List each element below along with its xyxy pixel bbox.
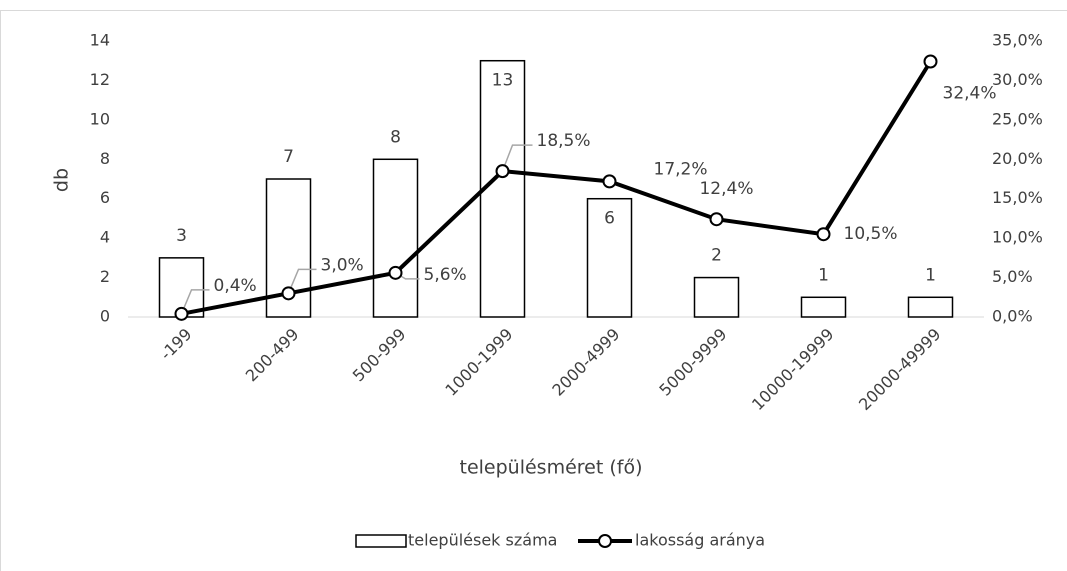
bar-value-label: 6 — [604, 209, 615, 229]
bar-value-label: 13 — [492, 71, 514, 91]
y-tick-label: 6 — [100, 188, 110, 207]
x-tick-label: 1000-1999 — [441, 325, 516, 400]
legend-marker — [598, 534, 612, 548]
x-tick-label: 500-999 — [349, 325, 410, 386]
line-value-label: 0,4% — [214, 276, 257, 296]
bar-value-label: 3 — [176, 226, 187, 246]
bar — [586, 197, 633, 318]
line-value-label: 5,6% — [424, 265, 467, 285]
bar — [907, 296, 954, 318]
y2-tick-label: 30,0% — [992, 70, 1043, 89]
bar-value-label: 7 — [283, 147, 294, 167]
y-tick-label: 2 — [100, 267, 110, 286]
x-axis-title: településméret (fő) — [460, 457, 643, 479]
y-tick-label: 14 — [90, 31, 110, 50]
line-marker — [388, 265, 403, 280]
y2-tick-label: 10,0% — [992, 228, 1043, 247]
y-tick-label: 4 — [100, 228, 110, 247]
line-marker — [602, 174, 617, 189]
chart-border — [0, 10, 1067, 571]
x-tick-label: 200-499 — [242, 325, 303, 386]
x-tick-label: 20000-49999 — [855, 325, 945, 415]
bar — [372, 158, 419, 318]
x-tick-label: -199 — [156, 325, 195, 364]
y2-tick-label: 5,0% — [992, 267, 1033, 286]
y2-tick-label: 25,0% — [992, 109, 1043, 128]
bar-value-label: 8 — [390, 127, 401, 147]
line-value-label: 12,4% — [699, 179, 753, 199]
line-value-label: 3,0% — [321, 255, 364, 275]
y-axis-title: db — [51, 168, 73, 192]
leader-line — [287, 268, 317, 294]
y2-tick-label: 15,0% — [992, 188, 1043, 207]
bar — [693, 276, 740, 318]
bar-value-label: 1 — [818, 265, 829, 285]
leader-line — [501, 144, 533, 172]
line-marker — [923, 54, 938, 69]
y2-tick-label: 35,0% — [992, 31, 1043, 50]
y-tick-label: 12 — [90, 70, 110, 89]
line — [181, 60, 933, 316]
line-value-label: 32,4% — [943, 84, 997, 104]
line-marker — [174, 306, 189, 321]
y-tick-label: 10 — [90, 109, 110, 128]
bar — [479, 59, 526, 318]
legend-label: lakosság aránya — [635, 531, 765, 550]
line-marker — [816, 227, 831, 242]
bar-value-label: 1 — [925, 265, 936, 285]
x-tick-label: 10000-19999 — [748, 325, 838, 415]
y-tick-label: 0 — [100, 307, 110, 326]
x-tick-label: 2000-4999 — [548, 325, 623, 400]
line-marker — [709, 212, 724, 227]
x-tick-label: 5000-9999 — [655, 325, 730, 400]
line-value-label: 17,2% — [654, 159, 708, 179]
bar-value-label: 2 — [711, 246, 722, 266]
line-value-label: 18,5% — [537, 131, 591, 151]
line-value-label: 10,5% — [844, 224, 898, 244]
bar — [800, 296, 847, 318]
y-tick-label: 8 — [100, 149, 110, 168]
y2-tick-label: 20,0% — [992, 149, 1043, 168]
legend-label: települések száma — [408, 531, 557, 550]
line-marker — [281, 286, 296, 301]
line-marker — [495, 164, 510, 179]
y2-tick-label: 0,0% — [992, 307, 1033, 326]
legend-swatch — [355, 534, 407, 548]
leader-line — [180, 289, 210, 315]
